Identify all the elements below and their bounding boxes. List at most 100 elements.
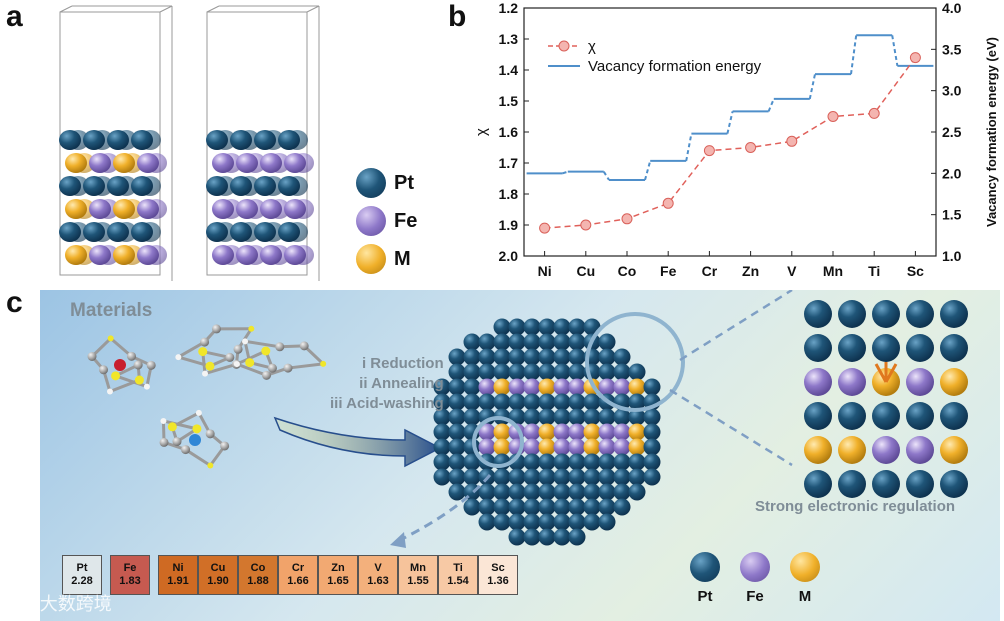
atom-fe: [236, 153, 258, 173]
np-atom: [523, 468, 541, 486]
x-tick-label: Cu: [576, 263, 595, 279]
step-reduction: i Reduction: [361, 355, 444, 372]
np-atom: [553, 483, 571, 501]
slab-right: [206, 5, 320, 281]
unit-cell-edge: [59, 5, 73, 13]
step-acid-washing: iii Acid-washing: [330, 395, 444, 412]
x-tick-label: Ti: [868, 263, 880, 279]
bond: [109, 337, 133, 358]
np-atom: [433, 378, 451, 396]
element-symbol: Cu: [210, 562, 226, 574]
np-atom: [598, 468, 616, 486]
np-atom: [448, 423, 466, 441]
atom-fe: [260, 245, 282, 265]
zoom-circle-large: [585, 312, 685, 412]
np-atom: [523, 483, 541, 501]
scheme-illustration: [87, 290, 968, 548]
np-atom: [478, 483, 496, 501]
molecule-atom: [320, 360, 327, 367]
np-atom: [493, 378, 511, 396]
lattice-atom-pt: [940, 334, 968, 362]
atom-pt: [278, 176, 300, 196]
np-atom: [538, 528, 556, 546]
np-atom: [553, 378, 571, 396]
electronegativity-table: Pt 2.28 Fe 1.83 Ni 1.91 Cu 1.90 Co 1.88 Cr 1.66 Zn 1.…: [62, 555, 518, 595]
np-atom: [628, 363, 646, 381]
legend-a-label-pt: Pt: [394, 171, 414, 194]
lattice-atom-pt: [838, 470, 866, 498]
element-electronegativity: 1.90: [207, 575, 229, 587]
lattice-atom-pt: [838, 300, 866, 328]
molecule: [87, 335, 156, 395]
y-right-tick-label: 2.0: [942, 165, 962, 181]
np-atom: [583, 408, 601, 426]
dashed-arrow-to-table: [399, 474, 492, 542]
lattice-zoom-grid: [804, 300, 968, 498]
molecule-atom: [220, 441, 230, 451]
np-atom: [523, 438, 541, 456]
np-atom: [478, 513, 496, 531]
np-atom: [523, 513, 541, 531]
np-atom: [553, 528, 571, 546]
np-atom: [493, 423, 511, 441]
chi-point: [621, 213, 633, 225]
vacancy-energy-connector: [685, 133, 693, 162]
np-atom: [568, 348, 586, 366]
atom-fe: [284, 153, 306, 173]
np-atom: [493, 333, 511, 351]
atom-fe: [212, 199, 234, 219]
panel-a-slab-models: Pt Fe M: [0, 0, 460, 290]
np-atom: [538, 438, 556, 456]
y-right-tick-label: 2.5: [942, 124, 962, 140]
atom-fe: [284, 199, 306, 219]
np-atom: [553, 363, 571, 381]
y-right-tick-label: 3.0: [942, 83, 962, 99]
bond: [287, 362, 324, 370]
chi-point: [703, 145, 715, 157]
y-left-tick-label: 1.4: [499, 62, 519, 78]
lattice-atom-pt: [940, 470, 968, 498]
np-atom: [568, 438, 586, 456]
x-tick-label: Fe: [660, 263, 677, 279]
vacancy-energy-connector: [726, 111, 734, 134]
lattice-atom-m: [838, 436, 866, 464]
chi-line: [544, 57, 917, 229]
np-atom: [493, 393, 511, 411]
molecule: [233, 338, 327, 380]
np-atom: [538, 363, 556, 381]
atom-m: [65, 199, 87, 219]
np-atom: [538, 378, 556, 396]
x-tick-label: Zn: [742, 263, 759, 279]
chi-point: [539, 222, 551, 234]
vacancy-energy-connector: [602, 171, 610, 181]
np-atom: [463, 378, 481, 396]
np-atom: [598, 483, 616, 501]
lattice-atom-fe: [872, 436, 900, 464]
y-right-axis-label: Vacancy formation energy (eV): [984, 37, 999, 227]
np-atom: [598, 363, 616, 381]
np-atom: [598, 438, 616, 456]
np-atom: [523, 393, 541, 411]
molecule-atom: [242, 338, 249, 345]
atom-pt: [107, 176, 129, 196]
atom-legend-a: Pt Fe M: [356, 164, 417, 278]
atom-pt: [107, 222, 129, 242]
watermark-icon: [8, 593, 34, 613]
np-atom: [448, 468, 466, 486]
chi-point: [786, 135, 798, 147]
np-atom: [643, 468, 661, 486]
np-atom: [523, 423, 541, 441]
dashed-arrowhead: [390, 532, 406, 548]
regulation-label: Strong electronic regulation: [755, 498, 956, 515]
x-tick-label: Co: [618, 263, 637, 279]
molecule-atom: [87, 352, 97, 362]
legend-chi-marker: [558, 40, 570, 52]
atom-fe: [89, 153, 111, 173]
np-atom: [478, 363, 496, 381]
vacancy-energy-connector: [644, 160, 652, 181]
atom-fe: [260, 153, 282, 173]
np-atom: [613, 378, 631, 396]
atom-pt: [59, 176, 81, 196]
np-atom: [508, 453, 526, 471]
synthesis-steps: i Reduction ii Annealing iii Acid-washin…: [330, 354, 444, 414]
